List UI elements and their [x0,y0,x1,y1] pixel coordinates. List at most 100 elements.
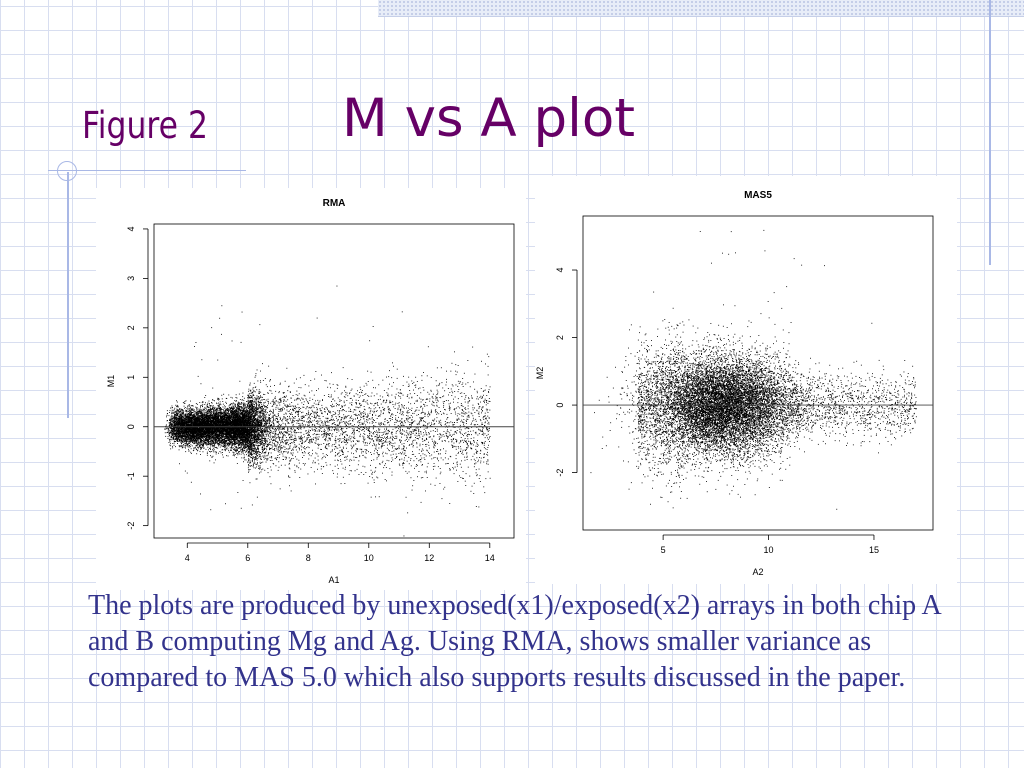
rma-data-point [414,434,416,436]
rma-data-point [247,461,249,463]
rma-data-point [215,413,216,415]
rma-data-point [462,415,464,417]
rma-data-point [393,445,395,447]
rma-data-point [324,431,326,433]
rma-data-point [232,454,234,456]
rma-data-point [212,412,214,414]
rma-data-point [272,463,274,464]
rma-data-point [265,439,267,441]
rma-data-point [324,411,326,413]
rma-data-point [218,406,220,407]
rma-data-point [254,420,256,421]
rma-data-point [458,418,460,420]
rma-data-point [241,413,243,415]
rma-data-point [308,434,310,435]
rma-data-point [197,431,199,433]
rma-data-point [268,419,270,420]
rma-data-point [408,401,409,403]
rma-data-point [373,412,375,414]
rma-data-point [402,462,404,463]
rma-data-point [195,411,197,413]
rma-data-point [480,395,482,397]
rma-data-point [301,438,302,440]
rma-data-point [184,417,186,419]
rma-data-point [240,408,242,410]
rma-data-point [217,414,219,416]
rma-data-point [176,440,178,442]
rma-data-point [187,437,189,439]
rma-data-point [244,448,245,450]
rma-data-point [283,434,285,436]
rma-data-point [454,411,456,413]
rma-data-point [435,409,437,410]
rma-data-point [256,418,258,420]
rma-data-point [325,406,327,408]
rma-data-point [343,396,345,398]
rma-data-point [446,422,448,424]
rma-data-point [450,421,452,423]
rma-data-point [383,408,385,410]
rma-data-point [208,424,210,426]
rma-data-point [365,424,366,426]
rma-data-point [175,439,177,441]
rma-data-point [225,450,226,452]
rma-data-point [234,448,236,450]
rma-data-point [234,442,236,444]
rma-data-point [424,412,426,414]
rma-data-point [343,400,345,402]
rma-data-point [245,436,247,438]
rma-data-point [180,409,182,411]
rma-data-point [188,416,190,418]
rma-data-point [243,451,245,453]
rma-data-point [230,429,232,431]
rma-data-point [242,406,244,408]
rma-data-point [221,441,223,443]
rma-data-point [257,396,259,397]
rma-data-point [233,405,234,407]
rma-data-point [207,436,209,438]
rma-data-point [247,446,249,448]
rma-data-point [376,439,378,441]
rma-data-point [261,437,262,439]
rma-data-point [200,417,202,418]
rma-data-point [383,412,384,414]
rma-data-point [280,397,282,399]
rma-data-point [341,406,343,408]
rma-data-point [488,423,490,425]
rma-data-point [253,432,255,434]
rma-data-point [261,419,263,421]
rma-data-point [177,433,178,434]
rma-data-point [182,446,184,448]
rma-data-point [218,414,220,416]
rma-data-point [252,450,254,452]
rma-data-point [394,424,396,426]
rma-data-point [211,416,212,418]
rma-data-point [262,437,264,439]
rma-data-point [307,437,309,439]
rma-data-point [217,413,219,415]
rma-data-point [461,412,463,414]
rma-data-point [213,411,215,413]
rma-data-point [223,410,225,412]
rma-data-point [247,415,248,417]
rma-data-point [215,423,217,425]
rma-data-point [206,453,208,454]
rma-data-point [174,417,176,419]
rma-data-point [415,427,417,429]
rma-data-point [419,420,421,422]
rma-data-point [223,409,224,411]
rma-data-point [412,442,414,444]
rma-data-point [175,419,177,421]
rma-data-point [300,425,302,427]
rma-data-point [245,434,246,436]
rma-data-point [290,435,292,437]
rma-data-point [355,402,357,404]
rma-data-point [366,428,368,430]
rma-data-point [208,436,209,438]
rma-data-point [258,401,260,403]
rma-data-point [402,464,404,466]
rma-data-point [455,446,457,448]
rma-data-point [343,405,345,407]
rma-data-point [334,455,336,457]
rma-data-point [424,454,426,456]
